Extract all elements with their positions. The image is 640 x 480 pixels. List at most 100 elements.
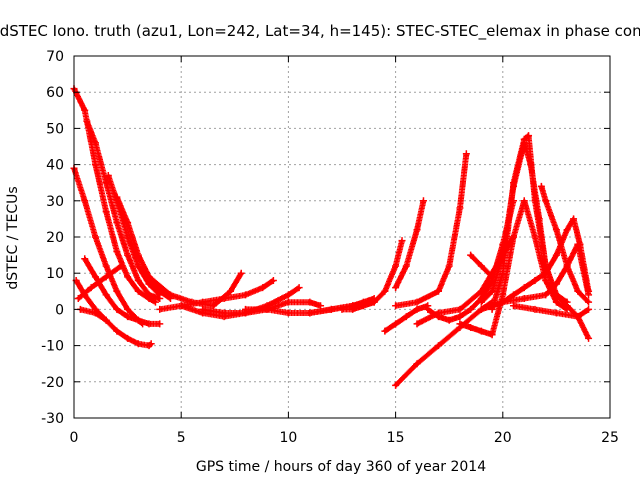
data-point	[177, 302, 185, 310]
data-point	[113, 193, 121, 201]
data-series	[467, 251, 496, 281]
data-point	[510, 302, 518, 310]
data-point	[488, 331, 496, 339]
data-point	[563, 226, 571, 234]
x-tick-label: 5	[177, 430, 186, 446]
y-tick-label: 50	[46, 121, 64, 137]
data-point	[284, 291, 292, 299]
data-point	[402, 262, 410, 270]
y-tick-label: 30	[46, 194, 64, 210]
data-point	[81, 106, 89, 114]
data-point	[413, 298, 421, 306]
data-point	[424, 305, 432, 313]
data-point	[552, 251, 560, 259]
data-point	[392, 262, 400, 270]
data-point	[102, 291, 110, 299]
data-point	[456, 305, 464, 313]
data-point	[392, 320, 400, 328]
data-point	[113, 219, 121, 227]
data-point	[563, 302, 571, 310]
x-tick-label: 20	[494, 430, 512, 446]
data-point	[102, 262, 110, 270]
data-point	[434, 313, 442, 321]
data-point	[585, 334, 593, 342]
data-point	[74, 295, 82, 303]
y-tick-label: 10	[46, 266, 64, 282]
data-point	[83, 117, 91, 125]
x-tick-label: 10	[279, 430, 297, 446]
data-point	[102, 316, 110, 324]
data-point	[306, 298, 314, 306]
data-point	[456, 313, 464, 321]
data-point	[327, 305, 335, 313]
data-point	[263, 305, 271, 313]
data-point	[124, 273, 132, 281]
data-point	[570, 215, 578, 223]
data-point	[124, 334, 132, 342]
data-point	[91, 309, 99, 317]
data-series	[74, 262, 125, 303]
x-axis-label: GPS time / hours of day 360 of year 2014	[196, 459, 486, 475]
data-point	[477, 262, 485, 270]
data-point	[392, 284, 400, 292]
data-point	[499, 269, 507, 277]
data-point	[574, 313, 582, 321]
data-point	[477, 305, 485, 313]
data-point	[102, 273, 110, 281]
data-point	[434, 287, 442, 295]
data-point	[434, 342, 442, 350]
data-point	[456, 204, 464, 212]
data-point	[87, 284, 95, 292]
data-point	[552, 298, 560, 306]
data-point	[102, 208, 110, 216]
data-point	[113, 287, 121, 295]
data-point	[552, 309, 560, 317]
data-point	[145, 280, 153, 288]
y-tick-label: -30	[41, 411, 64, 427]
data-point	[413, 226, 421, 234]
data-point	[499, 291, 507, 299]
data-point	[166, 291, 174, 299]
data-point	[520, 284, 528, 292]
data-point	[552, 280, 560, 288]
data-point	[462, 150, 470, 158]
data-point	[525, 132, 533, 140]
y-tick-label: 40	[46, 158, 64, 174]
data-series	[338, 237, 406, 313]
data-point	[392, 381, 400, 389]
data-point	[147, 340, 155, 348]
data-series	[499, 240, 593, 306]
data-point	[585, 291, 593, 299]
data-point	[419, 197, 427, 205]
data-point	[552, 291, 560, 299]
data-point	[510, 233, 518, 241]
data-point	[104, 171, 112, 179]
data-point	[445, 262, 453, 270]
data-point	[81, 255, 89, 263]
data-point	[220, 295, 228, 303]
data-point	[531, 276, 539, 284]
data-series	[81, 255, 164, 328]
data-point	[488, 302, 496, 310]
data-point	[91, 139, 99, 147]
data-point	[113, 247, 121, 255]
data-point	[542, 269, 550, 277]
data-point	[134, 340, 142, 348]
data-series	[392, 150, 470, 310]
data-point	[574, 287, 582, 295]
y-tick-label: 60	[46, 85, 64, 101]
x-tick-label: 25	[601, 430, 619, 446]
data-point	[145, 320, 153, 328]
data-point	[392, 302, 400, 310]
data-point	[306, 309, 314, 317]
data-point	[145, 273, 153, 281]
data-point	[134, 262, 142, 270]
data-point	[381, 287, 389, 295]
data-point	[520, 295, 528, 303]
data-point	[237, 269, 245, 277]
data-point	[520, 135, 528, 143]
data-point	[91, 273, 99, 281]
data-point	[574, 240, 582, 248]
data-point	[156, 320, 164, 328]
